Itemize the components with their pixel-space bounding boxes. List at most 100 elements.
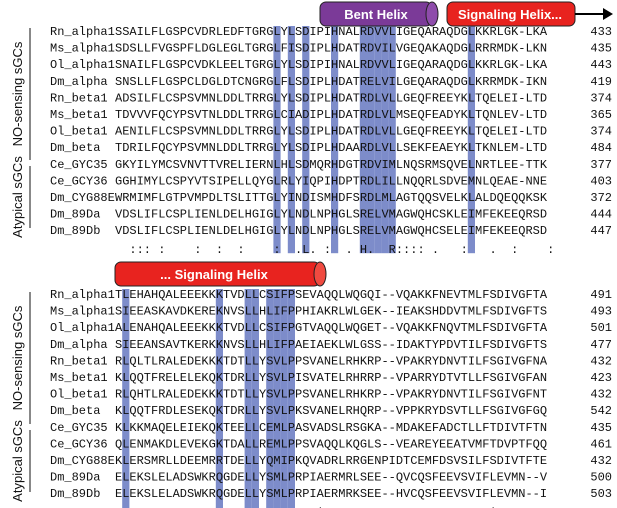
alignment-rows: Rn_alpha1 SSAILFLGSPCVDRLEDFTGRGLYLSDIPIH…: [50, 25, 612, 508]
conserved-column: [287, 289, 295, 508]
sequence: TDRILFQCYPSVMNLDDLTRRGLYLSDIPLHDAARDLVLL…: [115, 141, 547, 155]
sequence: ALENAHQALEEEKKKTVDLLCSIFPGTVAQQLWQGET--V…: [115, 321, 548, 335]
sequence: SNAILFLGSPCVDKLEELTGRGLYLSDIPIHNALRDVVLI…: [115, 58, 548, 72]
conserved-column: [302, 26, 310, 254]
end-position: 444: [590, 208, 612, 222]
sequence: SIEEANSAVTKERKKNVSLLHLIFPAEIAEKLWLGSS--I…: [115, 338, 547, 352]
group-label: NO-sensing sGCs: [10, 41, 25, 146]
sequence: VDSLIFLCSPLIENLDELHGIGLYLNDLNPHGLSRELVMA…: [115, 224, 547, 238]
sequence-name: Dm_beta: [50, 404, 100, 418]
sequence-name: Dm_89Db: [50, 224, 100, 238]
helix-label: ... Signaling Helix: [160, 267, 268, 282]
group-label: Atypical sGCs: [10, 156, 25, 238]
sequence: QLENMAKDLEVEKGKTDALLREMLPPSVAQQLKQGLS--V…: [115, 437, 547, 451]
end-position: 501: [590, 321, 612, 335]
end-position: 435: [590, 421, 612, 435]
conserved-column: [331, 26, 339, 254]
sequence-name: Dm_CYG88E: [50, 191, 115, 205]
sequence: GGHIMYLCSPYVTSIPELLQYGLRLYIQPIHDPTRDLILL…: [115, 174, 547, 188]
group-label: NO-sensing sGCs: [10, 305, 25, 410]
helix-label: Bent Helix: [344, 7, 408, 22]
conserved-column: [388, 26, 396, 254]
conserved-column: [367, 26, 375, 254]
conserved-column: [467, 26, 475, 254]
end-position: 484: [590, 141, 612, 155]
end-position: 503: [590, 487, 612, 501]
sequence-name: Dm_CYG88E: [50, 454, 115, 468]
sequence: ELEKSLELADSWKRQGDELLYSMLPRPIAERMRKSEE--H…: [115, 487, 547, 501]
helix-label: Signaling Helix...: [458, 7, 562, 22]
conserved-column: [273, 26, 281, 254]
sequence: SNSLLFLGSPCLDGLDTCNGRGLFLSDIPLHDATRELVIL…: [115, 75, 547, 89]
sequence-name: Ce_GCY36: [50, 174, 108, 188]
sequence-name: Rn_beta1: [50, 354, 108, 368]
highlights: [122, 26, 475, 508]
sequence: RLQHTLRALEDEKKKTDTLLYSVLPPSVANELRHKRP--V…: [115, 388, 547, 402]
end-position: 432: [590, 354, 612, 368]
sequence: ELEKSLELADSWKRQGDELLYSMLPRPIAERMRLSEE--Q…: [115, 471, 548, 485]
sequence-name: Dm_alpha: [50, 338, 108, 352]
sequence-name: Dm_beta: [50, 141, 100, 155]
end-position: 432: [590, 454, 612, 468]
conserved-column: [280, 289, 288, 508]
sequence-name: Dm_89Db: [50, 487, 100, 501]
end-position: 443: [590, 58, 612, 72]
end-position: 374: [590, 125, 612, 139]
sequence: GKYILYMCSVNVTTVRELIERNLHLSDMQRHDGTRDVIML…: [115, 158, 548, 172]
end-position: 500: [590, 471, 612, 485]
helix-cap: [313, 261, 327, 287]
sequence: KLQQTFRDLESEKQKTDRLLYSVLPKSVANELRHQRP--V…: [115, 404, 547, 418]
sequence: WRMIMFLGTPVMPDLTSLITTGLYINDISMHDFSRDLMLA…: [115, 191, 548, 205]
end-position: 423: [590, 371, 612, 385]
sequence: TDVVVFQCYPSVTNLDDLTRRGLCIADIPLHDATRDLVLM…: [115, 108, 547, 122]
conserved-column: [251, 289, 259, 508]
sequence-name: Ol_beta1: [50, 125, 108, 139]
sequence: SIEEASKAVDKEREKNVSLLHLIFPPHIAKRLWLGEK--I…: [115, 305, 547, 319]
end-position: 433: [590, 25, 612, 39]
sequence: TLEHAHQALEEEKKKTVDLLCSIFPSEVAQQLWQGQI--V…: [115, 288, 548, 302]
sequence-name: Ol_alpha1: [50, 321, 115, 335]
sequence-name: Ms_beta1: [50, 371, 108, 385]
signaling-helix-start: Signaling Helix...: [446, 1, 613, 27]
end-position: 377: [590, 158, 612, 172]
end-position: 432: [590, 388, 612, 402]
conserved-column: [244, 289, 252, 508]
sequence-name: Ms_alpha1: [50, 305, 115, 319]
end-position: 419: [590, 75, 612, 89]
conserved-column: [266, 289, 274, 508]
end-position: 491: [590, 288, 612, 302]
consensus: ::: : : : : : .L. : . H. R:::: . : . : :: [115, 243, 554, 257]
bent-helix: Bent Helix: [319, 1, 439, 27]
sequence-name: Dm_alpha: [50, 75, 108, 89]
sequence: KLQQTFRELELEKQKTDRLLYSVLPISVATELRHRRP--V…: [115, 371, 547, 385]
end-position: 403: [590, 174, 612, 188]
sequence-name: Rn_alpha1: [50, 288, 115, 302]
sequence-name: Dm_89Da: [50, 471, 100, 485]
sequence-name: Ce_GYC35: [50, 158, 108, 172]
sequence: SDSLLFVGSPFLDGLEGLTGRGLFISDIPLHDATRDVILV…: [115, 42, 547, 56]
sequence-name: Ce_GYC35: [50, 421, 108, 435]
end-position: 372: [590, 191, 612, 205]
end-position: 435: [590, 42, 612, 56]
end-position: 461: [590, 437, 612, 451]
sequence: ADSILFLCSPSVMNLDDLTRRGLYLSDIPLHDATRDLVLL…: [115, 91, 547, 105]
sequence-name: Ol_beta1: [50, 388, 108, 402]
sequence-name: Ce_GCY36: [50, 437, 108, 451]
end-position: 447: [590, 224, 612, 238]
end-position: 477: [590, 338, 612, 352]
conserved-column: [359, 26, 367, 254]
helix-cap: [425, 1, 439, 27]
sequence: RLQLTLRALEDEKKKTDTLLYSVLPPSVANELRHKRP--V…: [115, 354, 548, 368]
consensus: :: : : LL :.P :* : . . :::* :: [115, 506, 518, 508]
sequence-name: Ms_alpha1: [50, 42, 115, 56]
sequence: KLERSMRLLDEEMRRTDELLYQMIPKQVADRLRRGENPID…: [115, 454, 547, 468]
sequence-name: Ol_alpha1: [50, 58, 115, 72]
sequence: AENILFLCSPSVMNLDDLTRRGLYLSDIPLHDATRDLVLL…: [115, 125, 547, 139]
arrow-head: [603, 8, 613, 20]
end-position: 542: [590, 404, 612, 418]
sequence: SSAILFLGSPCVDRLEDFTGRGLYLSDIPIHNALRDVVLI…: [115, 25, 548, 39]
end-position: 374: [590, 91, 612, 105]
conserved-column: [287, 26, 295, 254]
sequence: KLKKMAQELEIEKQKTEELLCEMLPASVADSLRSGKA--M…: [115, 421, 547, 435]
